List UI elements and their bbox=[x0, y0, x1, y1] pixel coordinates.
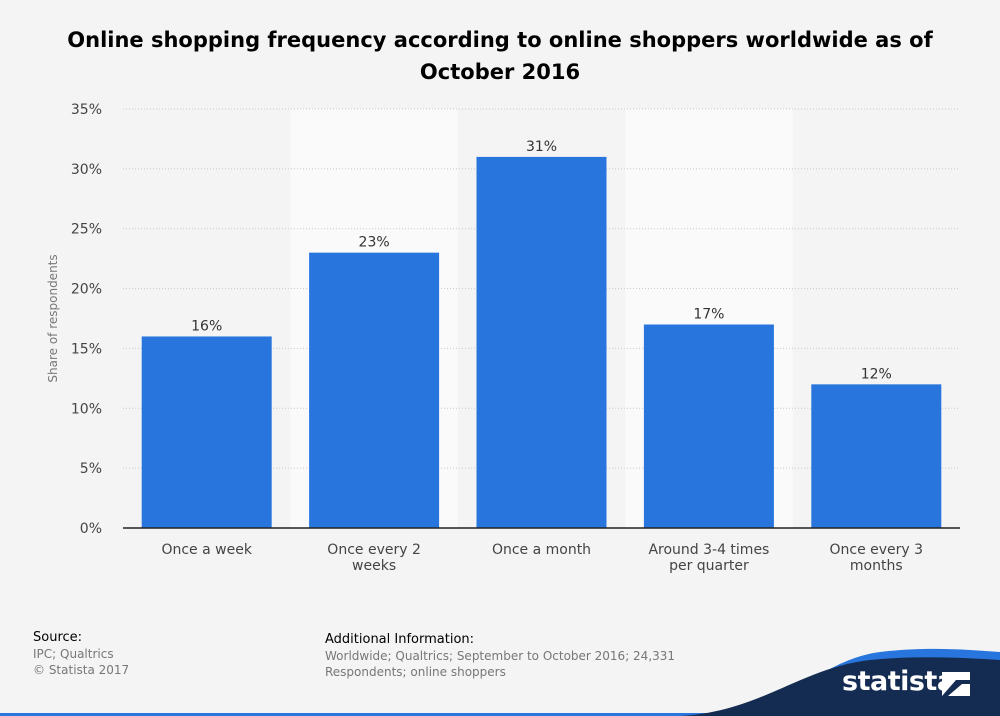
source-block: Source: IPC; Qualtrics © Statista 2017 bbox=[33, 630, 129, 678]
x-tick-label: weeks bbox=[352, 558, 396, 574]
chart-title: Online shopping frequency according to o… bbox=[67, 28, 933, 84]
x-tick-label: Once a week bbox=[161, 542, 252, 558]
y-tick-label: 35% bbox=[71, 102, 102, 118]
x-tick-label: months bbox=[850, 558, 903, 574]
data-label: 16% bbox=[191, 318, 222, 334]
data-label: 31% bbox=[526, 139, 557, 155]
bar bbox=[309, 252, 440, 528]
y-tick-label: 0% bbox=[80, 521, 102, 537]
y-axis-title: Share of respondents bbox=[46, 254, 60, 382]
y-tick-label: 20% bbox=[71, 282, 102, 298]
source-heading: Source: bbox=[33, 630, 83, 645]
data-label: 12% bbox=[861, 366, 892, 382]
statista-logo-icon[interactable] bbox=[942, 672, 970, 696]
copyright-text: © Statista 2017 bbox=[33, 663, 130, 677]
additional-info-block: Additional Information: Worldwide; Qualt… bbox=[325, 632, 675, 680]
x-tick-label: per quarter bbox=[669, 558, 749, 574]
y-tick-label: 10% bbox=[71, 401, 102, 417]
additional-info-line: Respondents; online shoppers bbox=[325, 665, 506, 679]
x-tick-label: Once every 3 bbox=[830, 542, 924, 558]
additional-info-heading: Additional Information: bbox=[325, 632, 475, 647]
bar bbox=[643, 324, 774, 528]
source-text: IPC; Qualtrics bbox=[33, 647, 114, 661]
x-tick-label: Once a month bbox=[492, 542, 591, 558]
statista-logo[interactable]: statista bbox=[842, 666, 955, 697]
y-tick-label: 5% bbox=[80, 461, 102, 477]
bar bbox=[476, 156, 607, 528]
data-label: 23% bbox=[359, 235, 390, 251]
y-tick-label: 25% bbox=[71, 222, 102, 238]
x-tick-label: Around 3-4 times bbox=[648, 542, 769, 558]
y-tick-label: 30% bbox=[71, 162, 102, 178]
data-label: 17% bbox=[693, 306, 724, 322]
bar bbox=[141, 336, 272, 528]
additional-info-line: Worldwide; Qualtrics; September to Octob… bbox=[325, 649, 676, 663]
bar-chart: 0% 5% 10% 15% 20% 25% 30% 35% Share of responden… bbox=[46, 102, 960, 574]
x-tick-label: Once every 2 bbox=[327, 542, 421, 558]
y-tick-label: 15% bbox=[71, 341, 102, 357]
bar bbox=[811, 384, 942, 528]
